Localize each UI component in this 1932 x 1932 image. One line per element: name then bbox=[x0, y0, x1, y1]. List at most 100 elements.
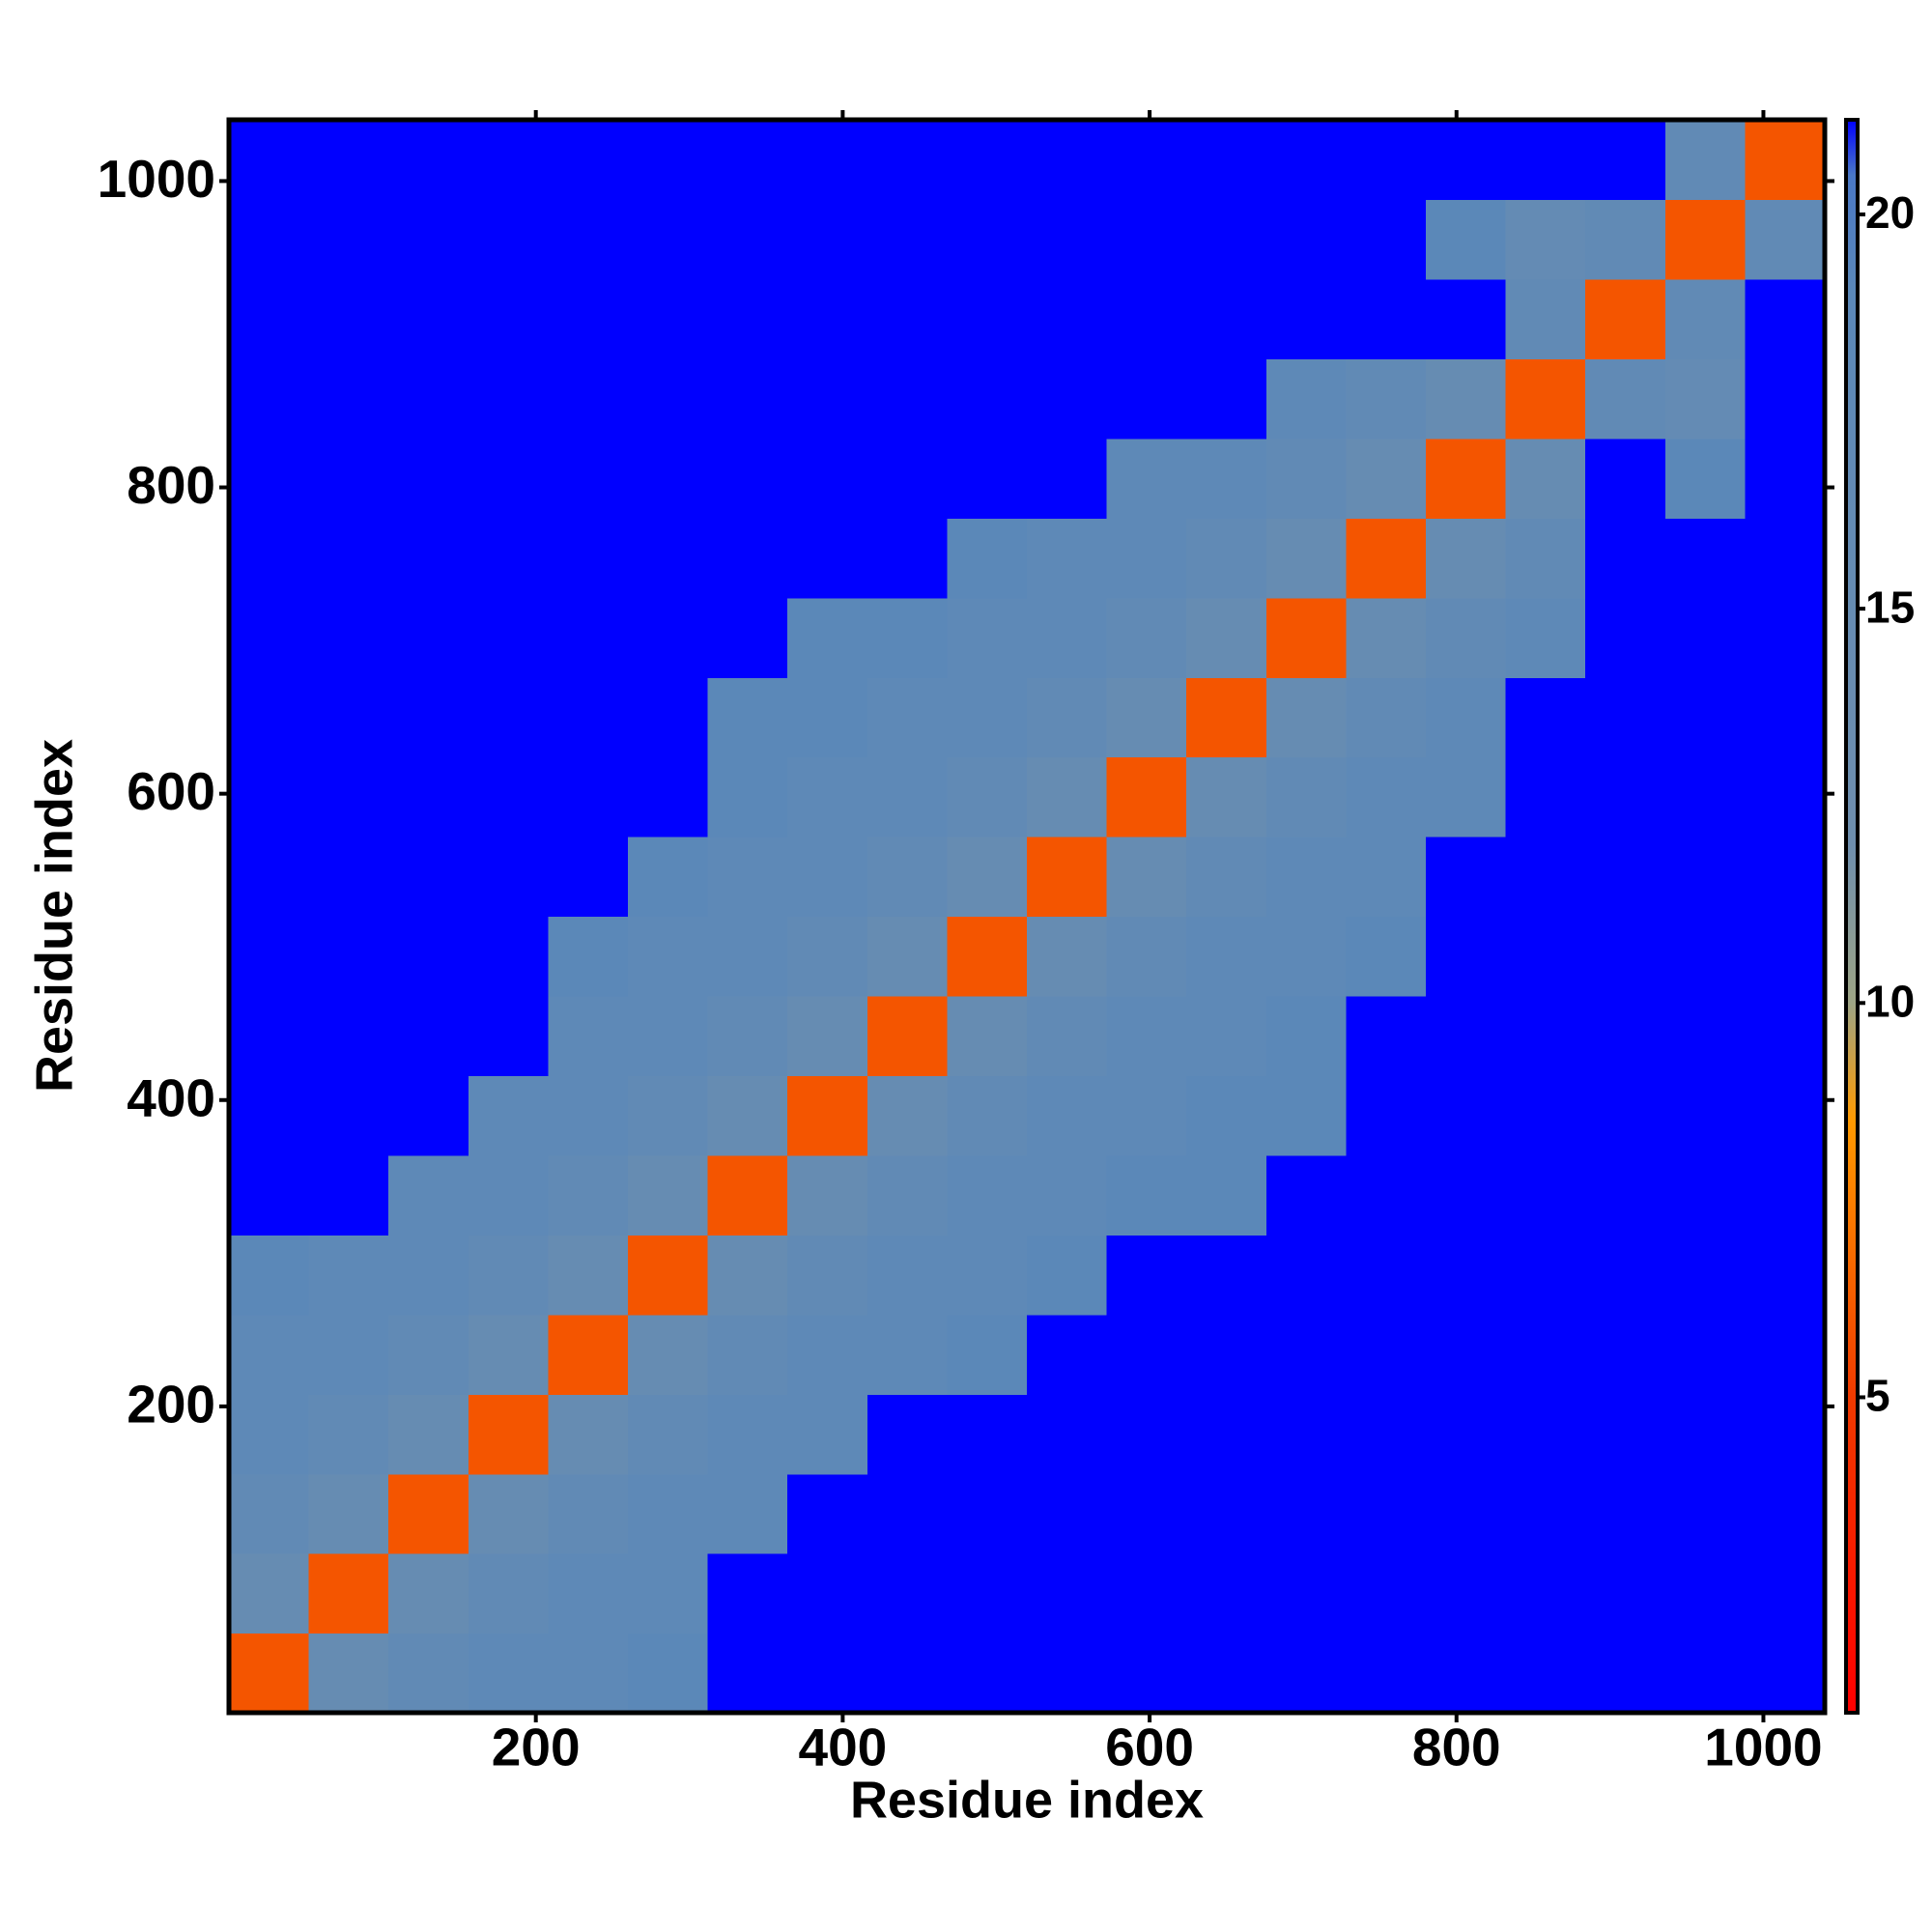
heatmap-cell bbox=[628, 518, 709, 599]
heatmap-cell bbox=[468, 1235, 549, 1316]
heatmap-cell bbox=[1346, 278, 1427, 359]
heatmap-cell bbox=[1027, 1553, 1108, 1634]
heatmap-cell bbox=[388, 1075, 469, 1156]
heatmap-cell bbox=[468, 1314, 549, 1395]
heatmap-cell bbox=[867, 597, 948, 678]
heatmap-cell bbox=[1186, 1394, 1267, 1475]
heatmap-cell bbox=[1426, 837, 1507, 918]
heatmap-cell bbox=[1505, 278, 1586, 359]
heatmap-cell bbox=[1585, 1314, 1666, 1395]
heatmap-cell bbox=[1426, 597, 1507, 678]
heatmap-cell bbox=[1745, 916, 1826, 997]
heatmap-cell bbox=[1505, 199, 1586, 280]
heatmap-cell bbox=[1027, 1633, 1108, 1714]
heatmap-cell bbox=[628, 1553, 709, 1634]
heatmap-cell bbox=[1027, 597, 1108, 678]
heatmap-cell bbox=[388, 518, 469, 599]
heatmap-cell bbox=[1186, 1235, 1267, 1316]
heatmap-cell bbox=[1027, 1314, 1108, 1395]
heatmap-cell bbox=[1346, 438, 1427, 519]
heatmap-cell bbox=[308, 1075, 389, 1156]
heatmap-cell bbox=[867, 438, 948, 519]
heatmap-cell bbox=[1745, 597, 1826, 678]
heatmap-cell bbox=[1505, 120, 1586, 201]
heatmap-cell bbox=[867, 1394, 948, 1475]
heatmap-cell bbox=[1186, 1553, 1267, 1634]
heatmap-cell bbox=[1265, 597, 1347, 678]
heatmap-cell bbox=[548, 1154, 629, 1236]
heatmap-cell bbox=[1585, 1473, 1666, 1554]
colorbar-tick-label: 5 bbox=[1865, 1371, 1890, 1421]
heatmap-cell bbox=[1346, 1314, 1427, 1395]
heatmap-cell bbox=[947, 358, 1028, 440]
heatmap-cell bbox=[628, 1394, 709, 1475]
heatmap-cell bbox=[1186, 278, 1267, 359]
heatmap-cell bbox=[468, 518, 549, 599]
y-tick-label: 1000 bbox=[98, 149, 215, 209]
heatmap-cell bbox=[229, 916, 310, 997]
heatmap-cell bbox=[388, 1633, 469, 1714]
heatmap-cell bbox=[628, 1235, 709, 1316]
heatmap-cell bbox=[1664, 916, 1746, 997]
heatmap-cell bbox=[1664, 1235, 1746, 1316]
heatmap-cell bbox=[628, 199, 709, 280]
heatmap-cell bbox=[1426, 1154, 1507, 1236]
heatmap-cell bbox=[628, 278, 709, 359]
heatmap-cell bbox=[1265, 1314, 1347, 1395]
heatmap-cell bbox=[548, 358, 629, 440]
heatmap-cell bbox=[1585, 1154, 1666, 1236]
heatmap-cell bbox=[787, 837, 868, 918]
heatmap-cell bbox=[1426, 278, 1507, 359]
heatmap-cell bbox=[707, 1075, 788, 1156]
heatmap-cell bbox=[388, 756, 469, 838]
heatmap-cell bbox=[1664, 1633, 1746, 1714]
heatmap-cell bbox=[1505, 1633, 1586, 1714]
heatmap-cell bbox=[229, 597, 310, 678]
heatmap-cell bbox=[1505, 1394, 1586, 1475]
heatmap-cell bbox=[947, 597, 1028, 678]
heatmap-cell bbox=[1745, 438, 1826, 519]
heatmap-cell bbox=[1106, 438, 1187, 519]
heatmap-cell bbox=[1027, 120, 1108, 201]
heatmap-cell bbox=[1505, 1075, 1586, 1156]
heatmap-cell bbox=[388, 597, 469, 678]
heatmap-cell bbox=[1186, 995, 1267, 1076]
heatmap-cell bbox=[1426, 1633, 1507, 1714]
heatmap-cell bbox=[1346, 995, 1427, 1076]
heatmap-cell bbox=[1027, 837, 1108, 918]
heatmap-cell bbox=[548, 756, 629, 838]
heatmap-cell bbox=[1106, 597, 1187, 678]
heatmap-cell bbox=[1426, 518, 1507, 599]
heatmap-cell bbox=[787, 1553, 868, 1634]
heatmap-cell bbox=[1265, 1473, 1347, 1554]
heatmap-cell bbox=[468, 438, 549, 519]
heatmap-cell bbox=[787, 1154, 868, 1236]
heatmap-cell bbox=[548, 1553, 629, 1634]
heatmap-cell bbox=[1106, 518, 1187, 599]
heatmap-cell bbox=[1027, 1154, 1108, 1236]
heatmap-cell bbox=[468, 278, 549, 359]
heatmap-cell bbox=[1505, 518, 1586, 599]
heatmap-cell bbox=[867, 1553, 948, 1634]
heatmap-cell bbox=[787, 120, 868, 201]
heatmap-cell bbox=[787, 358, 868, 440]
heatmap-cell bbox=[628, 438, 709, 519]
heatmap-cell bbox=[1585, 837, 1666, 918]
heatmap-cell bbox=[947, 1314, 1028, 1395]
heatmap-cell bbox=[1585, 756, 1666, 838]
heatmap-cell bbox=[1346, 1473, 1427, 1554]
heatmap-cell bbox=[867, 677, 948, 758]
heatmap-cell bbox=[1585, 1553, 1666, 1634]
heatmap-cell bbox=[388, 1154, 469, 1236]
heatmap-cell bbox=[1664, 278, 1746, 359]
heatmap-cell bbox=[548, 199, 629, 280]
heatmap-cell bbox=[1426, 358, 1507, 440]
heatmap-cell bbox=[628, 1633, 709, 1714]
heatmap-cell bbox=[229, 358, 310, 440]
heatmap-cell bbox=[1426, 1473, 1507, 1554]
heatmap-cell bbox=[1027, 199, 1108, 280]
heatmap-cell bbox=[1265, 358, 1347, 440]
heatmap-cell bbox=[229, 199, 310, 280]
heatmap-cell bbox=[308, 278, 389, 359]
heatmap-cell bbox=[548, 438, 629, 519]
